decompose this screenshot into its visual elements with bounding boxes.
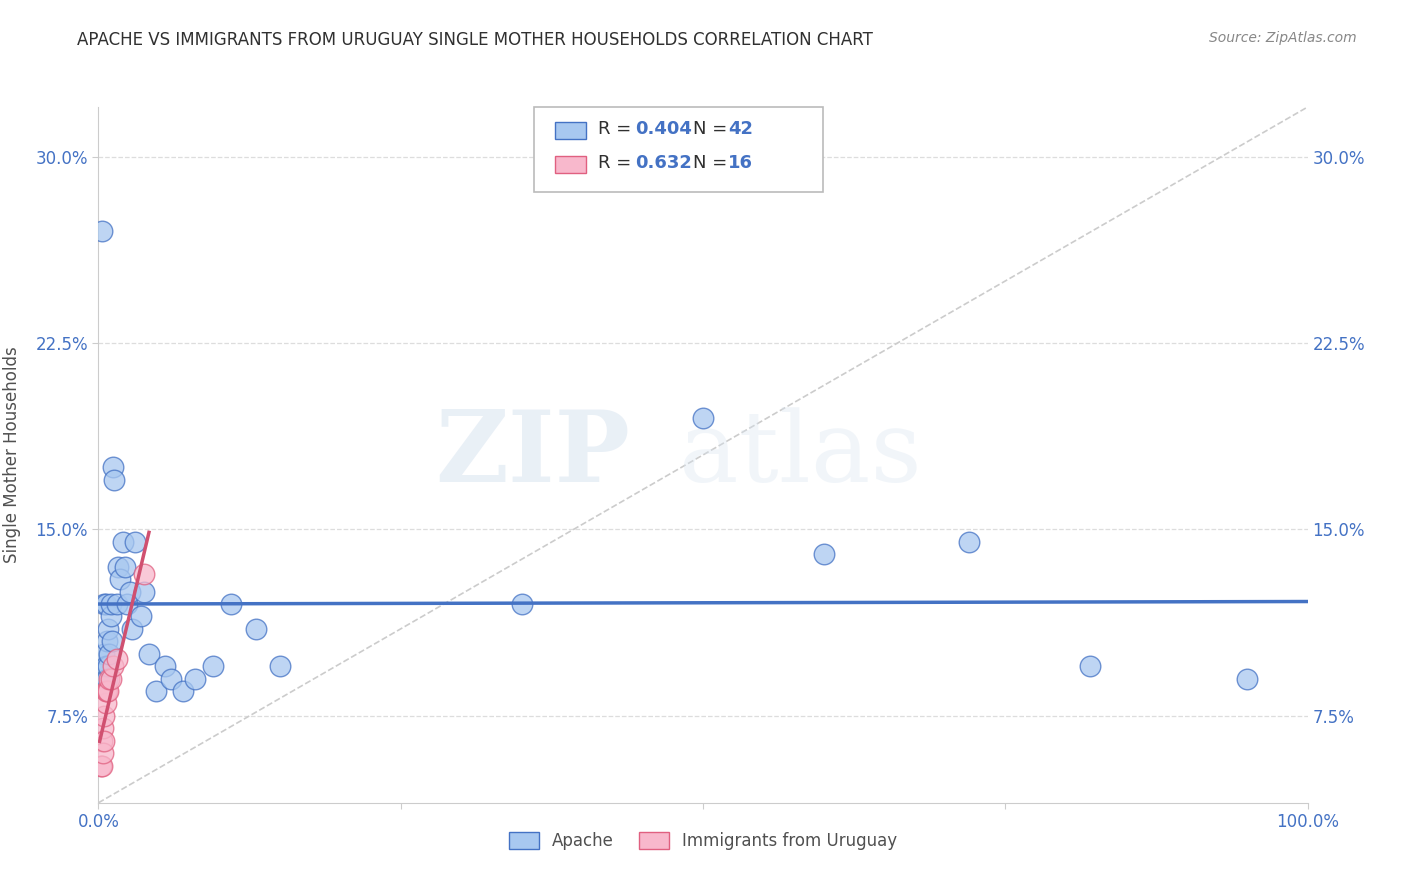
Text: ZIP: ZIP xyxy=(436,407,630,503)
Text: APACHE VS IMMIGRANTS FROM URUGUAY SINGLE MOTHER HOUSEHOLDS CORRELATION CHART: APACHE VS IMMIGRANTS FROM URUGUAY SINGLE… xyxy=(77,31,873,49)
Point xyxy=(111,534,134,549)
Point xyxy=(108,572,131,586)
Point xyxy=(1236,672,1258,686)
Text: 42: 42 xyxy=(728,120,754,138)
Point xyxy=(813,547,835,561)
Point xyxy=(94,659,117,673)
Point xyxy=(510,597,533,611)
Point xyxy=(121,622,143,636)
Point xyxy=(93,647,115,661)
Point xyxy=(100,672,122,686)
Point xyxy=(692,410,714,425)
Point xyxy=(172,684,194,698)
Point xyxy=(100,597,122,611)
Point xyxy=(957,534,980,549)
Point xyxy=(98,647,121,661)
Point xyxy=(101,659,124,673)
Point xyxy=(93,733,115,747)
Text: N =: N = xyxy=(693,120,733,138)
Point xyxy=(134,567,156,582)
Point xyxy=(100,634,122,648)
Y-axis label: Single Mother Households: Single Mother Households xyxy=(3,347,21,563)
Point xyxy=(98,672,121,686)
Text: atlas: atlas xyxy=(679,407,921,503)
Point xyxy=(94,684,117,698)
Text: Source: ZipAtlas.com: Source: ZipAtlas.com xyxy=(1209,31,1357,45)
Point xyxy=(100,609,122,624)
Point xyxy=(91,721,114,735)
Point xyxy=(107,559,129,574)
Point xyxy=(96,672,118,686)
Point xyxy=(96,634,118,648)
Point xyxy=(202,659,225,673)
Point xyxy=(97,622,120,636)
Point xyxy=(160,672,183,686)
Text: R =: R = xyxy=(598,154,637,172)
Text: N =: N = xyxy=(693,154,733,172)
Point xyxy=(91,733,114,747)
Point xyxy=(94,597,117,611)
Point xyxy=(97,684,120,698)
Text: R =: R = xyxy=(598,120,637,138)
Legend: Apache, Immigrants from Uruguay: Apache, Immigrants from Uruguay xyxy=(502,826,904,857)
Text: 0.632: 0.632 xyxy=(636,154,692,172)
Point xyxy=(118,584,141,599)
Point xyxy=(153,659,176,673)
Point xyxy=(91,746,114,760)
Point xyxy=(145,684,167,698)
Point xyxy=(101,460,124,475)
Point xyxy=(105,651,128,665)
Point xyxy=(1078,659,1101,673)
Point xyxy=(97,659,120,673)
Point xyxy=(245,622,267,636)
Point xyxy=(103,473,125,487)
Point xyxy=(269,659,291,673)
Point xyxy=(117,597,139,611)
Point xyxy=(134,584,156,599)
Point xyxy=(184,672,207,686)
Point xyxy=(138,647,160,661)
Point xyxy=(93,597,115,611)
Point xyxy=(91,758,114,772)
Point xyxy=(90,758,112,772)
Text: 0.404: 0.404 xyxy=(636,120,692,138)
Text: 16: 16 xyxy=(728,154,754,172)
Point xyxy=(129,609,152,624)
Point xyxy=(94,697,117,711)
Point xyxy=(105,597,128,611)
Point xyxy=(93,708,115,723)
Point xyxy=(221,597,243,611)
Point xyxy=(91,224,114,238)
Point xyxy=(114,559,136,574)
Point xyxy=(96,684,118,698)
Point xyxy=(124,534,146,549)
